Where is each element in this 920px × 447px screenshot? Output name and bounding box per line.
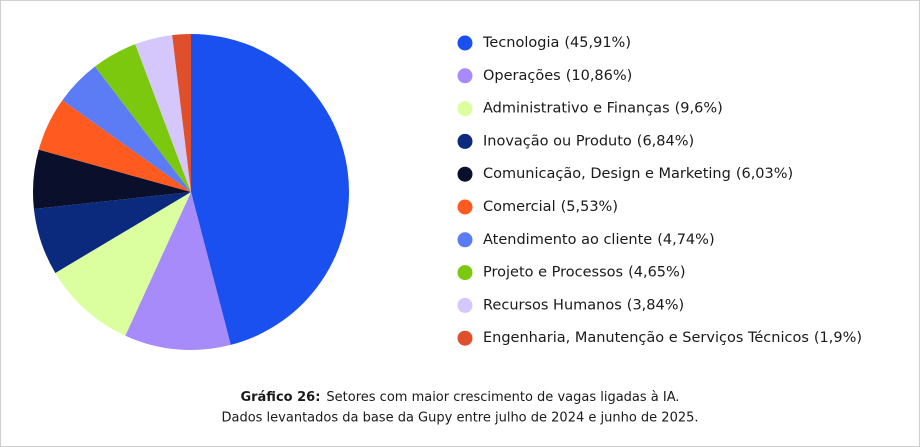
- caption-line: Gráfico 26: Setores com maior crescimento…: [240, 390, 679, 405]
- pie-slice: [191, 34, 349, 345]
- legend-swatch: [457, 297, 473, 313]
- legend-entry: Projeto e Processos (4,65%): [483, 265, 685, 281]
- caption-text: Setores com maior crescimento de vagas l…: [326, 390, 679, 405]
- legend-entry: Recursos Humanos (3,84%): [483, 297, 684, 313]
- legend-value: (5,53%): [561, 199, 618, 215]
- legend-value: (3,84%): [627, 297, 684, 313]
- pie-slice: [55, 192, 192, 336]
- legend-swatch: [457, 35, 473, 51]
- legend-entry: Administrativo e Finanças (9,6%): [483, 101, 723, 117]
- legend-label: Atendimento ao cliente: [483, 232, 652, 248]
- pie-slice: [94, 44, 191, 192]
- legend-label: Inovação ou Produto: [483, 133, 632, 149]
- legend-entry: Atendimento ao cliente (4,74%): [483, 232, 715, 248]
- legend-entry: Comercial (5,53%): [483, 199, 618, 215]
- legend-label: Operações: [483, 68, 561, 84]
- legend-swatch: [457, 265, 473, 281]
- pie: [32, 34, 349, 351]
- legend-label: Engenharia, Manutenção e Serviços Técnic…: [483, 330, 809, 346]
- pie-slice: [33, 192, 191, 273]
- pie-slice: [135, 35, 191, 192]
- legend-value: (9,6%): [675, 101, 723, 117]
- legend: Tecnologia (45,91%) Operações (10,86%) Admin…: [457, 35, 862, 346]
- caption-line: Dados levantados da base da Gupy entre j…: [221, 411, 698, 426]
- legend-value: (6,84%): [637, 133, 694, 149]
- legend-label: Projeto e Processos: [483, 265, 623, 281]
- legend-swatch: [457, 133, 473, 149]
- legend-entry: Inovação ou Produto (6,84%): [483, 133, 694, 149]
- legend-value: (45,91%): [564, 35, 631, 51]
- legend-label: Comunicação, Design e Marketing: [483, 166, 731, 182]
- legend-value: (10,86%): [566, 68, 633, 84]
- legend-value: (6,03%): [736, 166, 793, 182]
- pie-slice: [38, 100, 191, 192]
- legend-swatch: [457, 232, 473, 248]
- caption-label: Gráfico 26:: [240, 390, 320, 405]
- legend-entry: Operações (10,86%): [483, 68, 632, 84]
- pie-slice: [172, 34, 191, 192]
- legend-value: (4,74%): [657, 232, 714, 248]
- pie-slice: [62, 66, 191, 192]
- legend-label: Recursos Humanos: [483, 297, 622, 313]
- legend-entry: Tecnologia (45,91%): [482, 35, 631, 51]
- pie-slice: [32, 149, 191, 210]
- legend-entry: Engenharia, Manutenção e Serviços Técnic…: [483, 330, 862, 346]
- legend-label: Administrativo e Finanças: [483, 101, 670, 117]
- legend-value: (1,9%): [814, 330, 862, 346]
- legend-swatch: [457, 166, 473, 182]
- legend-swatch: [457, 101, 473, 117]
- legend-label: Comercial: [483, 199, 556, 215]
- legend-swatch: [457, 330, 473, 346]
- pie-slice: [125, 192, 231, 351]
- legend-entry: Comunicação, Design e Marketing (6,03%): [483, 166, 793, 182]
- legend-label: Tecnologia: [482, 35, 559, 51]
- legend-swatch: [457, 199, 473, 215]
- legend-swatch: [457, 68, 473, 84]
- legend-value: (4,65%): [628, 265, 685, 281]
